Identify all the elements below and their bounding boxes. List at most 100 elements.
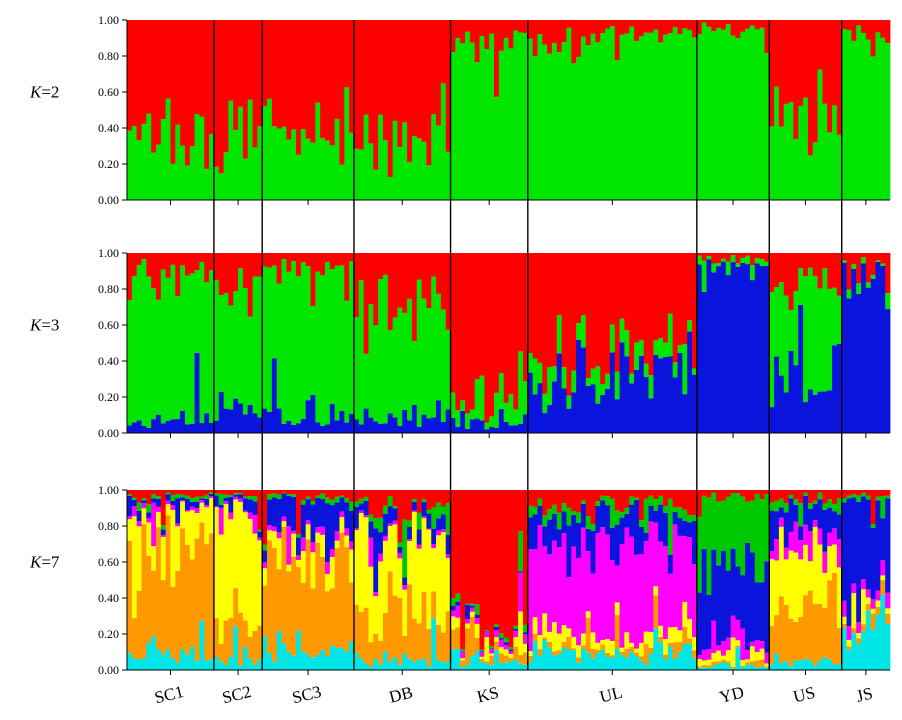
ancestry-bar-segment xyxy=(339,490,345,496)
ancestry-bar-segment xyxy=(605,388,611,433)
ancestry-bar-segment xyxy=(600,384,606,395)
ancestry-bar-segment xyxy=(315,497,321,528)
ancestry-bar-segment xyxy=(619,342,625,433)
ancestry-bar-segment xyxy=(363,253,369,354)
ancestry-bar-segment xyxy=(421,141,427,200)
ancestry-bar-segment xyxy=(508,649,514,651)
ancestry-bar-segment xyxy=(329,404,336,433)
ancestry-bar-segment xyxy=(353,530,360,605)
ancestry-bar-segment xyxy=(131,499,138,507)
ancestry-bar-segment xyxy=(252,514,258,534)
ancestry-bar-segment xyxy=(431,20,437,115)
ancestry-bar-segment xyxy=(445,503,451,535)
ancestry-bar-segment xyxy=(725,496,732,571)
ancestry-bar-segment xyxy=(184,509,191,512)
ancestry-bar-segment xyxy=(199,620,205,670)
ancestry-bar-segment xyxy=(305,654,311,670)
ancestry-bar-segment xyxy=(798,253,804,269)
ancestry-bar-segment xyxy=(407,540,413,585)
ancestry-bar-segment xyxy=(880,37,886,200)
ancestry-bar-segment xyxy=(402,589,408,636)
ancestry-bar-segment xyxy=(585,551,591,612)
ancestry-bar-segment xyxy=(522,643,529,653)
ancestry-bar-segment xyxy=(861,624,867,632)
ancestry-bar-segment xyxy=(286,571,292,652)
ancestry-bar-segment xyxy=(160,525,167,530)
ancestry-bar-segment xyxy=(310,504,316,543)
ancestry-bar-segment xyxy=(238,665,244,670)
ancestry-bar-segment xyxy=(735,566,741,620)
ancestry-bar-segment xyxy=(257,625,263,660)
population-label: YD xyxy=(718,682,746,706)
ancestry-bar-segment xyxy=(194,508,200,514)
ancestry-bar-segment xyxy=(305,253,311,267)
ancestry-bar-segment xyxy=(764,493,770,562)
ancestry-bar-segment xyxy=(605,656,611,670)
ancestry-bar-segment xyxy=(716,490,722,502)
population-label: KS xyxy=(475,683,501,707)
ancestry-bar-segment xyxy=(373,659,379,670)
ancestry-bar-segment xyxy=(465,490,471,604)
ancestry-bar-segment xyxy=(672,642,678,660)
ancestry-bar-segment xyxy=(749,265,756,281)
ancestry-bar-segment xyxy=(440,632,447,663)
ancestry-bar-segment xyxy=(745,28,751,201)
ancestry-bar-segment xyxy=(233,20,239,130)
ancestry-bar-segment xyxy=(658,490,664,496)
ancestry-bar-segment xyxy=(339,410,345,433)
ancestry-bar-segment xyxy=(605,638,611,654)
ancestry-bar-segment xyxy=(131,253,138,277)
ancestry-bar-segment xyxy=(170,163,176,200)
ancestry-bar-segment xyxy=(281,492,287,494)
ancestry-bar-segment xyxy=(465,20,471,32)
ancestry-bar-segment xyxy=(778,126,785,200)
ancestry-bar-segment xyxy=(416,490,422,513)
ancestry-bar-segment xyxy=(296,154,302,200)
ancestry-bar-segment xyxy=(397,425,403,433)
ancestry-bar-segment xyxy=(629,490,635,497)
ancestry-bar-segment xyxy=(865,20,872,40)
ancestry-bar-segment xyxy=(667,33,674,200)
ancestry-bar-segment xyxy=(769,20,775,127)
ancestry-bar-segment xyxy=(754,263,761,433)
y-tick-label: 0.40 xyxy=(98,591,119,605)
ancestry-bar-segment xyxy=(706,255,712,260)
ancestry-bar-segment xyxy=(131,490,138,498)
ancestry-bar-segment xyxy=(812,253,818,276)
ancestry-bar-segment xyxy=(460,651,466,659)
ancestry-bar-segment xyxy=(851,20,857,41)
ancestry-bar-segment xyxy=(648,253,654,376)
ancestry-bar-segment xyxy=(769,558,775,626)
ancestry-bar-segment xyxy=(880,253,886,264)
ancestry-bar-segment xyxy=(764,261,770,266)
ancestry-bar-segment xyxy=(658,642,664,670)
ancestry-bar-segment xyxy=(324,562,331,574)
ancestry-bar-segment xyxy=(228,409,234,433)
ancestry-bar-segment xyxy=(344,20,350,88)
ancestry-bar-segment xyxy=(696,516,703,593)
ancestry-bar-segment xyxy=(658,495,664,505)
ancestry-bar-segment xyxy=(648,495,654,506)
ancestry-bar-segment xyxy=(238,612,244,666)
ancestry-bar-segment xyxy=(334,118,340,200)
ancestry-bar-segment xyxy=(411,490,418,500)
ancestry-bar-segment xyxy=(730,615,736,638)
ancestry-bar-segment xyxy=(296,567,302,631)
ancestry-bar-segment xyxy=(368,514,374,522)
ancestry-bar-segment xyxy=(296,534,302,538)
ancestry-bar-segment xyxy=(407,526,413,540)
ancestry-bar-segment xyxy=(609,253,616,325)
ancestry-bar-segment xyxy=(267,20,273,99)
ancestry-bar-segment xyxy=(247,20,253,100)
ancestry-bar-segment xyxy=(595,501,601,506)
ancestry-bar-segment xyxy=(643,253,649,364)
ancestry-bar-segment xyxy=(170,20,176,164)
ancestry-bar-segment xyxy=(465,628,471,665)
ancestry-bar-segment xyxy=(223,152,229,200)
ancestry-bar-segment xyxy=(165,420,171,433)
ancestry-bar-segment xyxy=(218,644,224,662)
ancestry-bar-segment xyxy=(213,166,220,200)
ancestry-bar-segment xyxy=(378,640,384,665)
ancestry-bar-segment xyxy=(629,647,635,652)
ancestry-bar-segment xyxy=(846,253,852,290)
